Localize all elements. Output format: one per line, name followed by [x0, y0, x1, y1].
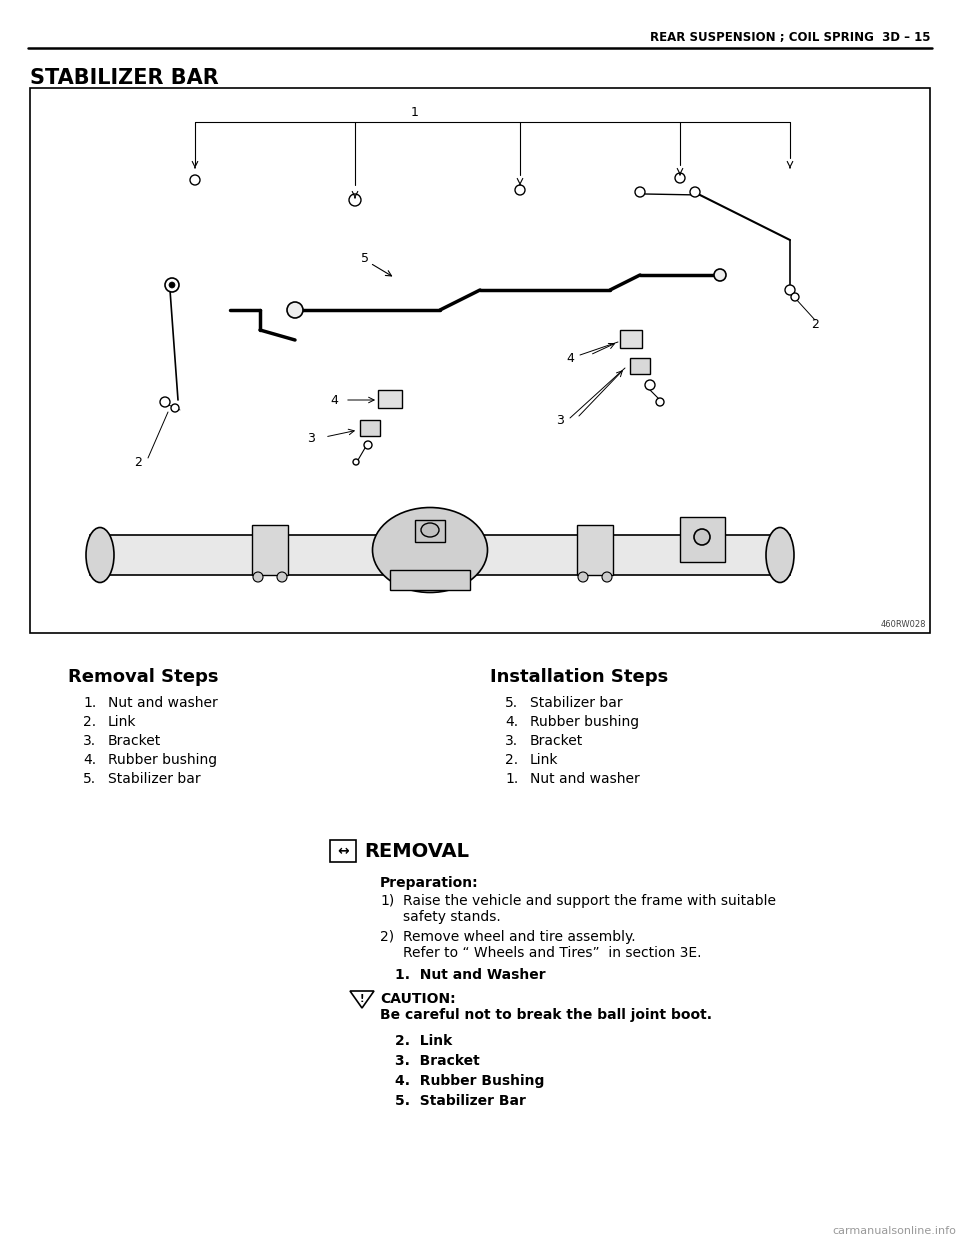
Ellipse shape	[372, 508, 488, 592]
Polygon shape	[350, 991, 374, 1009]
Text: safety stands.: safety stands.	[403, 910, 501, 924]
Text: Be careful not to break the ball joint boot.: Be careful not to break the ball joint b…	[380, 1009, 712, 1022]
Text: Rubber bushing: Rubber bushing	[530, 715, 639, 729]
Text: 3.: 3.	[83, 734, 96, 748]
Bar	[90, 535, 790, 575]
Text: Nut and washer: Nut and washer	[108, 696, 218, 710]
Circle shape	[675, 173, 685, 183]
Text: Link: Link	[108, 715, 136, 729]
Text: 2.: 2.	[505, 753, 518, 768]
Text: 1.: 1.	[505, 773, 518, 786]
Text: REMOVAL: REMOVAL	[364, 842, 469, 861]
Text: 5.: 5.	[505, 696, 518, 710]
Text: carmanualsonline.info: carmanualsonline.info	[832, 1226, 956, 1236]
Text: Stabilizer bar: Stabilizer bar	[108, 773, 201, 786]
Text: STABILIZER BAR: STABILIZER BAR	[30, 68, 219, 88]
Circle shape	[690, 188, 700, 197]
Text: Rubber bushing: Rubber bushing	[108, 753, 217, 768]
Circle shape	[515, 185, 525, 195]
Circle shape	[578, 573, 588, 582]
Bar	[415, 520, 445, 542]
Text: 4.: 4.	[505, 715, 518, 729]
Text: CAUTION:: CAUTION:	[380, 992, 456, 1006]
Text: Link: Link	[530, 753, 559, 768]
Text: 1): 1)	[380, 894, 395, 908]
Text: Preparation:: Preparation:	[380, 876, 479, 891]
Text: 3.  Bracket: 3. Bracket	[395, 1054, 480, 1068]
Circle shape	[349, 194, 361, 206]
Ellipse shape	[86, 528, 114, 582]
Text: 1.  Nut and Washer: 1. Nut and Washer	[395, 968, 545, 982]
Bar	[252, 525, 288, 575]
Text: REAR SUSPENSION ; COIL SPRING  3D – 15: REAR SUSPENSION ; COIL SPRING 3D – 15	[650, 31, 930, 45]
Text: 3: 3	[556, 414, 564, 426]
Text: 4: 4	[566, 351, 574, 364]
Circle shape	[253, 573, 263, 582]
Text: 3: 3	[307, 431, 315, 445]
Bar	[378, 390, 402, 409]
Text: 1.: 1.	[83, 696, 96, 710]
Bar	[620, 330, 642, 348]
Text: 2): 2)	[380, 930, 395, 944]
Ellipse shape	[421, 523, 439, 537]
Circle shape	[714, 270, 726, 281]
Bar	[680, 517, 725, 561]
Text: 2.: 2.	[83, 715, 96, 729]
Text: Remove wheel and tire assembly.: Remove wheel and tire assembly.	[403, 930, 636, 944]
Text: 4.: 4.	[83, 753, 96, 768]
Text: Nut and washer: Nut and washer	[530, 773, 639, 786]
Text: 1: 1	[411, 106, 419, 119]
Circle shape	[277, 573, 287, 582]
Text: 460RW028: 460RW028	[880, 620, 926, 628]
Text: 2: 2	[134, 457, 142, 469]
Circle shape	[165, 278, 179, 292]
Text: 2.  Link: 2. Link	[395, 1035, 452, 1048]
Circle shape	[791, 293, 799, 301]
Text: 4: 4	[330, 394, 338, 406]
Circle shape	[190, 175, 200, 185]
Bar	[577, 525, 613, 575]
Text: !: !	[360, 994, 364, 1004]
Ellipse shape	[766, 528, 794, 582]
Circle shape	[656, 397, 664, 406]
Text: Installation Steps: Installation Steps	[490, 668, 668, 686]
Bar	[30, 88, 930, 633]
Circle shape	[694, 529, 710, 545]
Bar	[360, 420, 380, 436]
Bar	[390, 570, 470, 590]
Text: Removal Steps: Removal Steps	[68, 668, 219, 686]
Text: 3.: 3.	[505, 734, 518, 748]
Text: Stabilizer bar: Stabilizer bar	[530, 696, 623, 710]
Text: 2: 2	[811, 318, 819, 332]
Text: Refer to “ Wheels and Tires”  in section 3E.: Refer to “ Wheels and Tires” in section …	[403, 946, 702, 960]
Text: 5: 5	[361, 251, 369, 265]
Text: Bracket: Bracket	[108, 734, 161, 748]
Text: 5.: 5.	[83, 773, 96, 786]
Bar	[630, 358, 650, 374]
Circle shape	[364, 441, 372, 450]
Circle shape	[169, 282, 175, 288]
Text: ↔: ↔	[337, 845, 348, 858]
Circle shape	[785, 284, 795, 296]
Circle shape	[353, 460, 359, 465]
Circle shape	[645, 380, 655, 390]
Bar	[330, 840, 356, 862]
Text: Raise the vehicle and support the frame with suitable: Raise the vehicle and support the frame …	[403, 894, 776, 908]
Text: 5.  Stabilizer Bar: 5. Stabilizer Bar	[395, 1094, 526, 1108]
Circle shape	[287, 302, 303, 318]
Circle shape	[602, 573, 612, 582]
Text: Bracket: Bracket	[530, 734, 584, 748]
Text: 4.  Rubber Bushing: 4. Rubber Bushing	[395, 1074, 544, 1088]
Circle shape	[160, 397, 170, 407]
Circle shape	[635, 188, 645, 197]
Circle shape	[171, 404, 179, 412]
